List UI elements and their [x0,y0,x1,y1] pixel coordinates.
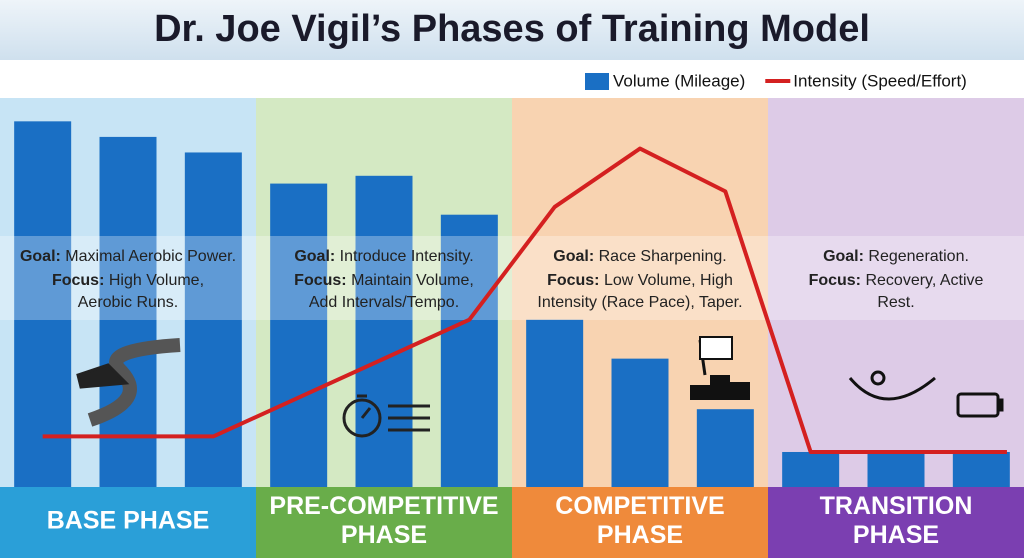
goal-label: Goal: [553,248,594,265]
bar [14,121,72,487]
bar [99,136,157,487]
phase-label: PHASE [597,521,683,549]
focus-text: Focus: Maintain Volume, [294,272,474,289]
legend-label: Intensity (Speed/Effort) [793,71,967,90]
bar [184,152,242,487]
focus-label: Focus: [294,272,346,289]
focus-text: Intensity (Race Pace), Taper. [537,294,742,311]
phase-band [768,487,1024,558]
legend-band [0,60,1024,98]
focus-text: Focus: Recovery, Active [809,272,984,289]
phase-label: BASE PHASE [47,507,210,535]
battery-icon [956,392,1004,418]
phase-label: TRANSITION [820,492,973,520]
intensity-line [42,146,1007,454]
focus-text: Rest. [877,294,914,311]
focus-label: Focus: [52,272,104,289]
goal-label: Goal: [294,248,335,265]
goal-value: Regeneration. [868,248,969,265]
phase-panel [768,98,1024,487]
bar [867,451,925,487]
goal-value: Introduce Intensity. [340,248,474,265]
goal-label: Goal: [823,248,864,265]
goal-label: Goal: [20,248,61,265]
goal-text: Goal: Regeneration. [823,248,969,265]
phase-band [256,487,512,558]
goal-text: Goal: Maximal Aerobic Power. [20,248,236,265]
focus-value: High Volume, [109,272,204,289]
text-overlay [0,236,1024,320]
goal-text: Goal: Race Sharpening. [553,248,726,265]
phase-label: PHASE [341,521,427,549]
goal-value: Race Sharpening. [599,248,727,265]
phase-label: PRE-COMPETITIVE [269,492,498,520]
focus-text: Aerobic Runs. [78,294,179,311]
focus-value: Maintain Volume, [351,272,474,289]
title-band [0,0,1024,60]
shoe-road-icon [76,338,181,427]
bar [355,175,413,488]
focus-text: Focus: Low Volume, High [547,272,733,289]
bar [440,214,498,487]
legend-label: Volume (Mileage) [613,71,745,90]
stopwatch-icon [342,394,430,438]
bar [611,358,669,487]
focus-label: Focus: [547,272,599,289]
hammock-icon [848,370,936,401]
bar [696,409,754,487]
phase-label: PHASE [853,521,939,549]
focus-text: Focus: High Volume, [52,272,204,289]
focus-label: Focus: [809,272,861,289]
bar [952,451,1010,487]
goal-text: Goal: Introduce Intensity. [294,248,473,265]
goal-value: Maximal Aerobic Power. [65,248,236,265]
legend-swatch [585,73,609,90]
bar [526,319,584,487]
phase-band [0,487,256,558]
focus-text: Add Intervals/Tempo. [309,294,459,311]
focus-value: Low Volume, High [604,272,733,289]
bar [270,183,328,487]
bar [782,451,840,487]
chart-title: Dr. Joe Vigil’s Phases of Training Model [154,8,870,50]
podium-icon [690,336,750,400]
phase-band [512,487,768,558]
phase-label: COMPETITIVE [555,492,724,520]
focus-value: Recovery, Active [865,272,983,289]
